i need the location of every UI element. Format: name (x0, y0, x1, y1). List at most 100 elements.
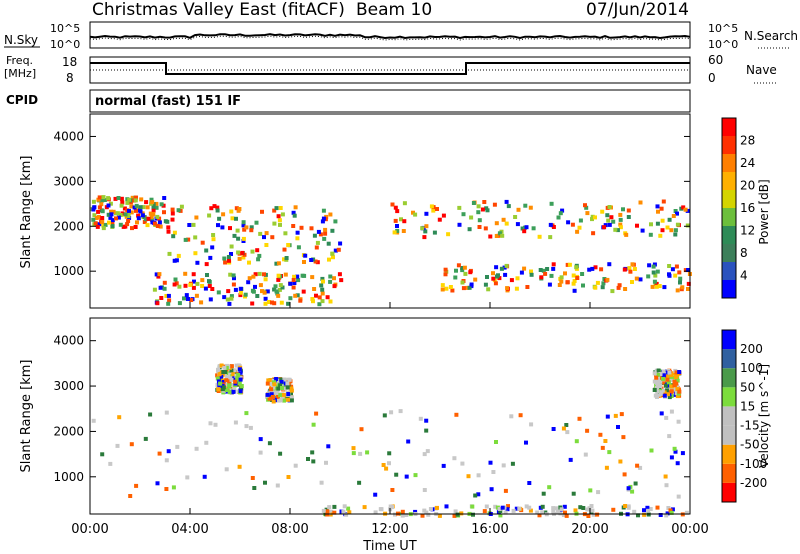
data-cell (473, 277, 478, 282)
data-cell (541, 491, 546, 496)
data-cell (424, 510, 429, 515)
data-cell (640, 228, 645, 233)
data-cell (330, 228, 335, 233)
cbar-tick-label: 200 (740, 342, 763, 356)
data-cell (513, 215, 518, 219)
data-cell (373, 492, 378, 497)
data-cell (444, 286, 449, 291)
data-cell (274, 382, 279, 387)
data-cell (390, 202, 395, 207)
data-cell (295, 230, 300, 235)
data-cell (669, 409, 674, 414)
data-cell (208, 297, 213, 302)
data-cell (207, 213, 212, 218)
data-cell (322, 236, 327, 241)
data-cell (101, 223, 106, 228)
data-cell (283, 272, 288, 277)
data-cell (387, 461, 391, 466)
data-cell (320, 276, 325, 281)
data-cell (278, 283, 283, 288)
data-cell (246, 280, 251, 285)
data-cell (126, 219, 131, 223)
data-cell (492, 202, 497, 207)
data-cell (600, 285, 605, 290)
data-cell (313, 259, 318, 264)
data-cell (686, 287, 690, 291)
data-cell (661, 199, 666, 204)
data-cell (100, 452, 105, 457)
cbar-cell (722, 349, 736, 369)
data-cell (293, 463, 298, 468)
data-cell (193, 251, 198, 256)
data-cell (676, 419, 681, 424)
cbar-tick-label: 16 (740, 201, 755, 215)
data-cell (244, 225, 249, 230)
data-cell (469, 282, 474, 287)
noise-top-left: 10^5 (50, 22, 80, 35)
data-cell (557, 283, 562, 287)
data-cell (227, 390, 232, 395)
cbar-cell (722, 154, 736, 172)
data-cell (284, 256, 289, 260)
cbar-tick-label: 50 (740, 380, 755, 394)
data-cell (672, 379, 677, 384)
data-cell (291, 224, 296, 228)
data-cell (312, 233, 317, 238)
data-cell (654, 375, 659, 380)
data-cell (664, 513, 669, 518)
data-cell (563, 510, 567, 515)
data-cell (624, 232, 629, 237)
y-tick-label: 3000 (53, 174, 84, 188)
data-cell (630, 280, 634, 284)
data-cell (467, 227, 472, 232)
data-cell (191, 285, 196, 290)
data-cell (275, 291, 280, 296)
cbar-tick-label: -200 (740, 476, 767, 490)
data-cell (210, 287, 215, 291)
data-cell (282, 386, 287, 391)
data-cell (529, 422, 534, 427)
data-cell (336, 247, 341, 252)
data-cell (314, 411, 319, 416)
data-cell (272, 287, 277, 292)
cbar-tick-label: -50 (740, 438, 760, 452)
data-cell (609, 215, 614, 220)
data-cell (683, 207, 688, 212)
data-cell (220, 225, 225, 230)
data-cell (440, 283, 445, 288)
data-cell (443, 267, 448, 272)
data-cell (673, 228, 678, 233)
data-cell (482, 509, 487, 514)
data-cell (265, 289, 270, 294)
data-cell (347, 510, 352, 515)
data-cell (204, 262, 209, 267)
data-cell (232, 233, 237, 238)
data-cell (229, 209, 234, 214)
data-cell (441, 463, 446, 468)
data-cell (292, 274, 297, 279)
data-cell (332, 276, 336, 281)
data-cell (537, 234, 542, 239)
data-cell (165, 219, 170, 224)
data-cell (240, 250, 245, 255)
data-cell (660, 218, 665, 223)
data-cell (283, 231, 288, 236)
data-cell (551, 266, 556, 271)
data-cell (659, 390, 664, 395)
data-cell (123, 224, 128, 229)
data-cell (618, 225, 623, 230)
data-cell (494, 221, 499, 226)
data-cell (658, 372, 663, 376)
data-cell (653, 273, 658, 278)
data-cell (338, 241, 343, 246)
data-cell (326, 444, 331, 449)
data-cell (411, 210, 415, 215)
cbar-tick-label: -100 (740, 457, 767, 471)
data-cell (591, 231, 596, 236)
data-cell (224, 365, 229, 370)
data-cell (158, 285, 163, 290)
cbar-cell (722, 463, 736, 483)
data-cell (172, 282, 177, 287)
cbar-tick-label: 24 (740, 156, 755, 170)
